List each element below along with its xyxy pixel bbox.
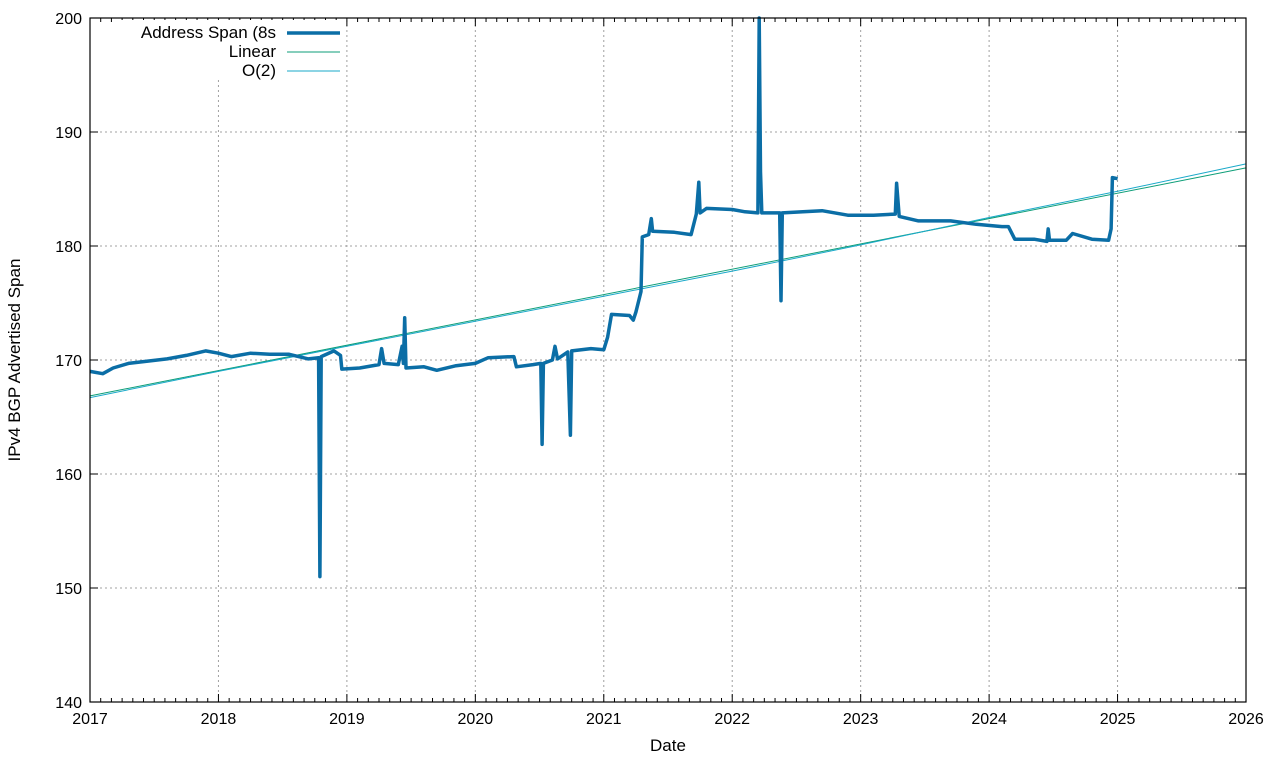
y-tick-label: 150 (55, 581, 82, 598)
series-line-linear (89, 167, 1247, 397)
x-tick-label: 2023 (843, 711, 879, 728)
y-tick-label: 190 (55, 125, 82, 142)
legend-label: Address Span (8s (141, 23, 276, 42)
ticks: 2017 2018 2019 2020 2021 2022 2023 2024 2025 2026… (55, 11, 1264, 728)
y-axis-label: IPv4 BGP Advertised Span (5, 259, 24, 462)
x-tick-label: 2026 (1228, 711, 1264, 728)
grid (90, 18, 1246, 702)
y-tick-label: 140 (55, 695, 82, 712)
y-tick-label: 170 (55, 353, 82, 370)
y-tick-label: 200 (55, 11, 82, 28)
series-line-o-2 (89, 163, 1247, 399)
series-layer (89, 16, 1247, 579)
x-axis-label: Date (650, 736, 686, 755)
series-line-address-span-8s (89, 16, 1118, 579)
y-tick-label: 180 (55, 239, 82, 256)
x-tick-label: 2020 (458, 711, 494, 728)
y-tick-label: 160 (55, 467, 82, 484)
x-tick-label: 2025 (1100, 711, 1136, 728)
x-tick-label: 2017 (72, 711, 108, 728)
plot-frame (89, 17, 1247, 703)
x-tick-label: 2018 (201, 711, 237, 728)
x-tick-label: 2022 (714, 711, 750, 728)
x-tick-label: 2024 (971, 711, 1007, 728)
legend-label: Linear (229, 42, 277, 61)
x-tick-label: 2021 (586, 711, 622, 728)
legend-label: O(2) (242, 61, 276, 80)
x-tick-label: 2019 (329, 711, 365, 728)
legend-background (120, 20, 346, 78)
